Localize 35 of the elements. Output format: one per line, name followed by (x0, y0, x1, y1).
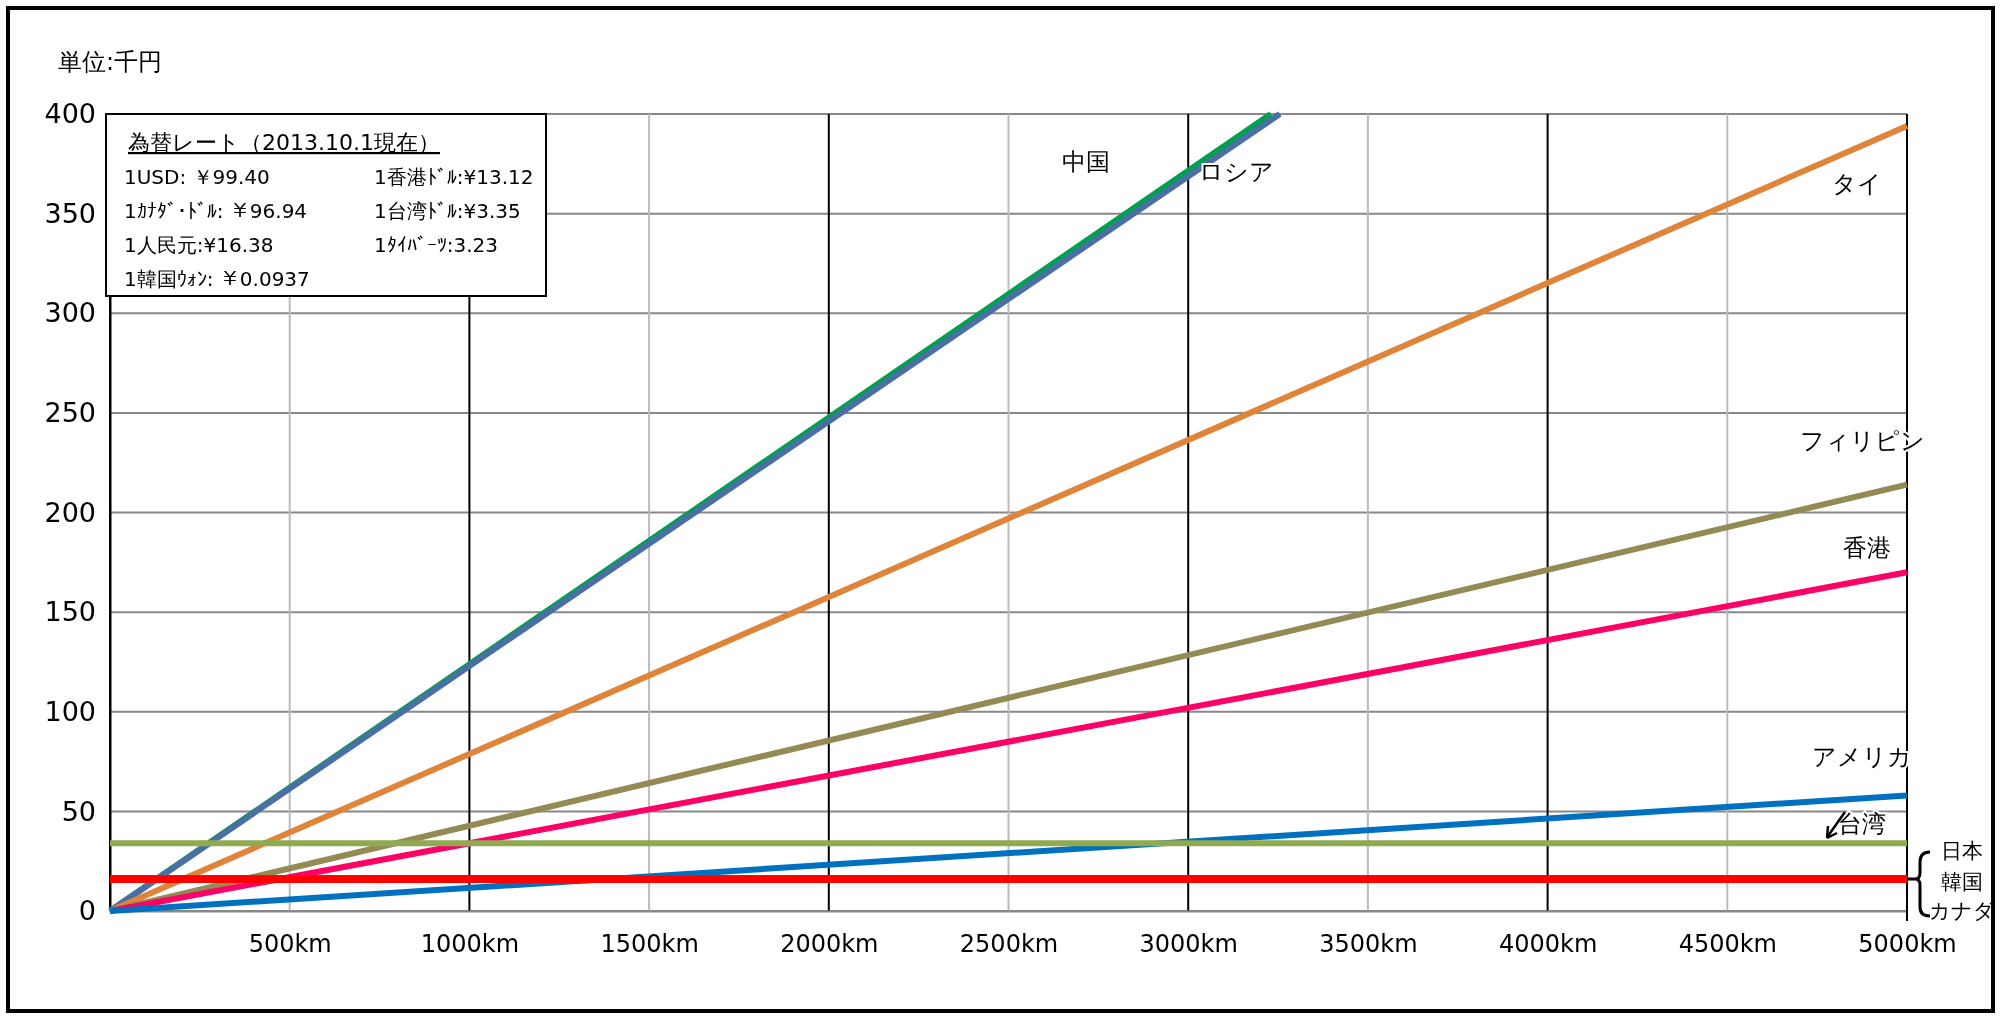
annotation: 1ﾀｲﾊﾞｰﾂ:3.23 (374, 233, 498, 257)
annotation: 1USD: ￥99.40 (124, 165, 270, 189)
y-tick-label: 50 (61, 795, 96, 827)
y-tick-label: 400 (44, 98, 96, 130)
x-tick-label: 4500km (1678, 930, 1777, 959)
annotation: 1ｶﾅﾀﾞ･ﾄﾞﾙ: ￥96.94 (124, 199, 308, 223)
annotation: 1人民元:¥16.38 (124, 233, 274, 257)
y-axis-title: 単位:千円 (58, 48, 163, 76)
annotation: 1韓国ｳｫﾝ: ￥0.0937 (124, 267, 310, 291)
x-tick-label: 2000km (780, 930, 879, 959)
x-tick-label: 5000km (1858, 930, 1957, 959)
y-tick-label: 350 (44, 197, 96, 229)
y-tick-label: 300 (44, 297, 96, 329)
annotation: 為替レート（2013.10.1現在） (128, 130, 440, 155)
series-label: 日本 (1941, 839, 1983, 864)
series-label: 中国 (1061, 148, 1110, 176)
series-label: 香港 (1843, 534, 1891, 563)
x-tick-label: 2500km (959, 930, 1059, 959)
x-tick-label: 4000km (1498, 930, 1598, 959)
x-tick-label: 1500km (600, 930, 699, 959)
y-tick-label: 200 (44, 496, 96, 528)
series-label: 韓国 (1941, 870, 1983, 895)
y-tick-label: 250 (44, 397, 96, 429)
series-label: 台湾 (1838, 810, 1886, 839)
series-label: ロシア (1199, 158, 1275, 186)
y-tick-label: 100 (44, 695, 96, 727)
x-tick-label: 1000km (420, 930, 520, 959)
y-tick-label: 150 (44, 596, 96, 628)
y-tick-label: 0 (78, 895, 96, 927)
series-label: タイ (1832, 169, 1882, 198)
annotation: 1香港ﾄﾞﾙ:¥13.12 (374, 165, 534, 189)
x-tick-label: 3000km (1139, 930, 1238, 959)
x-tick-label: 3500km (1319, 930, 1418, 959)
x-tick-label: 500km (248, 930, 332, 959)
annotation: 1台湾ﾄﾞﾙ:¥3.35 (374, 199, 521, 223)
